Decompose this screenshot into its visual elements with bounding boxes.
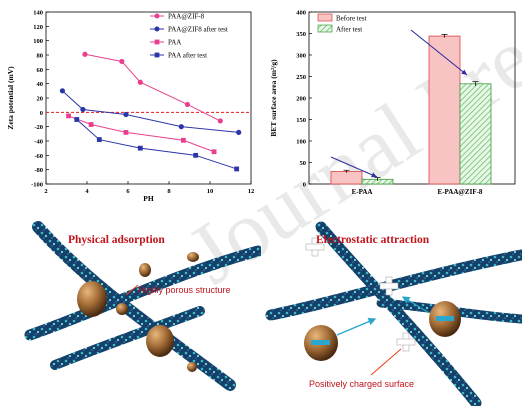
- data-point: [234, 166, 240, 172]
- x-tick-label: 2: [44, 188, 47, 195]
- y-tick-label: -80: [34, 167, 43, 174]
- y-tick-label: 60: [37, 67, 44, 74]
- y-tick-label: 350: [296, 31, 306, 38]
- data-point: [123, 111, 129, 118]
- x-axis-label: PH: [143, 194, 154, 203]
- bar: [330, 171, 363, 185]
- adsorbed-particles: [77, 252, 199, 372]
- trend-arrowhead: [461, 69, 467, 75]
- trend-arrowhead: [371, 172, 377, 178]
- nanofiber-strands: [24, 221, 261, 391]
- x-tick-label: 8: [167, 188, 171, 195]
- legend-label: After test: [336, 26, 362, 34]
- data-point: [184, 101, 191, 108]
- positive-charge-icons: [305, 237, 416, 352]
- y-tick-label: -20: [34, 124, 43, 131]
- data-point: [137, 145, 143, 151]
- y-tick-label: 80: [37, 53, 44, 60]
- legend-label: PAA@ZIF-8: [168, 13, 205, 21]
- bet-surface-area-chart: 0 50 100 150 200 250 300 350 400 BET surface area…: [269, 10, 516, 196]
- bar: [459, 83, 492, 185]
- data-point: [137, 79, 143, 85]
- data-point: [82, 51, 88, 57]
- y-tick-label: -40: [34, 139, 43, 146]
- physical-adsorption-title: Physical adsorption: [68, 234, 165, 246]
- category-label: E-PAA: [352, 188, 373, 196]
- legend-marker: [154, 26, 160, 32]
- y-tick-label: 400: [296, 10, 306, 17]
- category-label: E-PAA@ZIF-8: [438, 188, 483, 196]
- data-point: [217, 118, 223, 124]
- legend-label: PAA after test: [168, 52, 207, 60]
- data-point: [119, 58, 125, 65]
- y-tick-label: 250: [296, 74, 306, 81]
- series-line: [84, 53, 221, 122]
- legend-swatch: [317, 24, 333, 33]
- data-point: [236, 129, 242, 135]
- y-axis-label: BET surface area (m²/g): [269, 59, 278, 137]
- y-axis-label: Zeta potential (mV): [6, 66, 15, 130]
- y-tick-label: -60: [34, 153, 43, 160]
- data-point: [74, 117, 80, 122]
- legend-swatch: [317, 13, 333, 22]
- data-point: [96, 137, 102, 142]
- porous-structure-label: Highly porous structure: [138, 285, 231, 295]
- data-point: [178, 124, 184, 130]
- bar: [428, 35, 461, 185]
- y-tick-label: 100: [33, 38, 43, 45]
- data-point: [59, 88, 65, 94]
- trend-arrow: [330, 156, 378, 178]
- data-point: [66, 113, 71, 119]
- y-tick-label: 20: [37, 96, 44, 103]
- legend-label: PAA@ZIF8 after test: [168, 26, 228, 34]
- plot-frame: [45, 11, 252, 185]
- legend-label: PAA: [168, 39, 181, 47]
- y-tick-label: 150: [296, 117, 306, 124]
- y-tick-label: 300: [296, 53, 306, 60]
- y-tick-label: -100: [31, 182, 43, 189]
- charged-pointer-line: [370, 348, 402, 376]
- data-point: [80, 106, 86, 113]
- y-tick-label: 0: [40, 110, 43, 117]
- x-tick-label: 6: [126, 188, 130, 195]
- x-tick-label: 10: [207, 188, 214, 195]
- data-point: [193, 152, 199, 158]
- y-tick-label: 40: [37, 81, 44, 88]
- charged-surface-label: Positively charged surface: [309, 379, 414, 389]
- zeta-potential-chart: -100 -80 -60 -40 -20 0 20 40 60 80 100 120 140 2 4 6 8 10…: [6, 10, 255, 204]
- y-tick-label: 50: [300, 160, 307, 167]
- x-tick-label: 4: [85, 188, 89, 195]
- y-tick-label: 0: [303, 182, 306, 189]
- data-point: [211, 149, 217, 155]
- legend-marker: [154, 52, 160, 58]
- legend-marker: [154, 39, 160, 45]
- y-tick-label: 140: [33, 10, 43, 17]
- y-tick-label: 120: [33, 24, 43, 31]
- y-tick-label: 100: [296, 139, 306, 146]
- electrostatic-attraction-title: Electrostatic attraction: [316, 234, 430, 246]
- attraction-arrows: [336, 296, 430, 336]
- electrostatic-attraction-illustration: Electrostatic attraction Positively char…: [265, 221, 522, 406]
- data-point: [180, 137, 186, 143]
- data-point: [123, 130, 129, 135]
- negative-particles: [304, 301, 461, 361]
- x-tick-label: 12: [248, 188, 255, 195]
- y-tick-label: 200: [296, 96, 306, 103]
- legend-marker: [154, 13, 160, 19]
- physical-adsorption-illustration: Physical adsorption Highly porous struct…: [24, 221, 261, 391]
- trend-arrow: [410, 29, 468, 76]
- porous-pointer-line: [125, 284, 139, 296]
- nanofiber-strands-right: [265, 221, 522, 406]
- legend-label: Before test: [336, 15, 367, 23]
- data-point: [88, 122, 94, 127]
